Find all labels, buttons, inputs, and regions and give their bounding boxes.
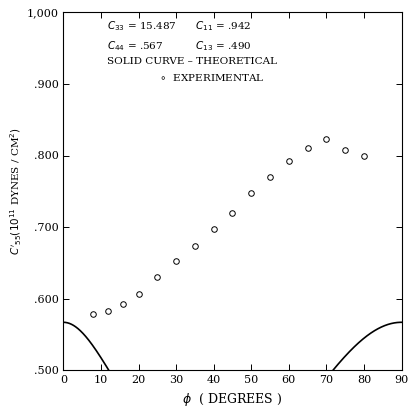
- Point: [286, 157, 292, 164]
- Point: [105, 307, 112, 314]
- Point: [191, 243, 198, 249]
- Point: [361, 152, 367, 159]
- Point: [342, 146, 349, 153]
- Point: [229, 209, 236, 216]
- X-axis label: $\phi$  ( DEGREES ): $\phi$ ( DEGREES ): [182, 391, 283, 408]
- Point: [304, 145, 311, 152]
- Point: [90, 311, 97, 318]
- Text: $C_{33}$ = 15.487      $C_{11}$ = .942
$C_{44}$ = .567          $C_{13}$ = .490
: $C_{33}$ = 15.487 $C_{11}$ = .942 $C_{44…: [107, 20, 277, 83]
- Point: [154, 274, 161, 280]
- Point: [323, 136, 330, 142]
- Point: [173, 258, 179, 264]
- Point: [135, 290, 142, 297]
- Y-axis label: $C'_{55}(10^{11}$ DYNES / CM$^2)$: $C'_{55}(10^{11}$ DYNES / CM$^2)$: [8, 127, 24, 255]
- Point: [248, 189, 255, 196]
- Point: [267, 173, 274, 180]
- Point: [120, 301, 127, 308]
- Point: [210, 226, 217, 233]
